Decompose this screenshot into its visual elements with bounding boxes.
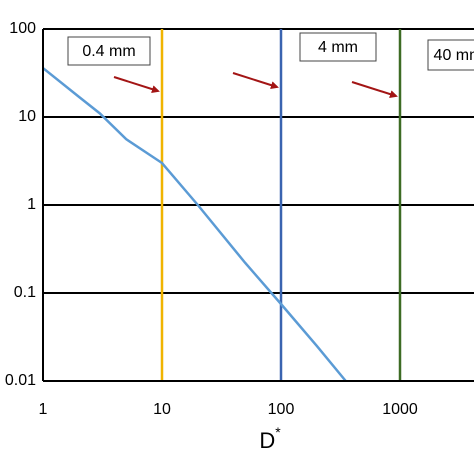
x-axis-label: D* [259,424,281,453]
x-tick-label: 1000 [382,401,418,418]
y-tick-label: 0.1 [14,284,36,301]
annotation-arrow [232,72,279,89]
annotation-box [427,39,474,71]
x-tick-label: 100 [268,401,295,418]
x-axis-label-text: D [259,428,275,453]
annotation-box [67,36,151,66]
annotation-text: 4 mm [318,39,358,56]
data-line [42,67,347,382]
y-tick-label: 100 [9,20,36,37]
annotation-text: 40 mm [434,47,474,64]
x-tick-label: 10 [153,401,171,418]
annotation-arrow [351,81,398,98]
annotation-box [299,32,377,62]
annotation-arrow [113,76,160,93]
y-tick-label: 10 [18,108,36,125]
y-tick-label: 0.01 [5,372,36,389]
x-tick-label: 1 [39,401,48,418]
x-axis-label-sup: * [275,424,281,440]
y-tick-label: 1 [27,196,36,213]
annotation-text: 0.4 mm [82,43,135,60]
